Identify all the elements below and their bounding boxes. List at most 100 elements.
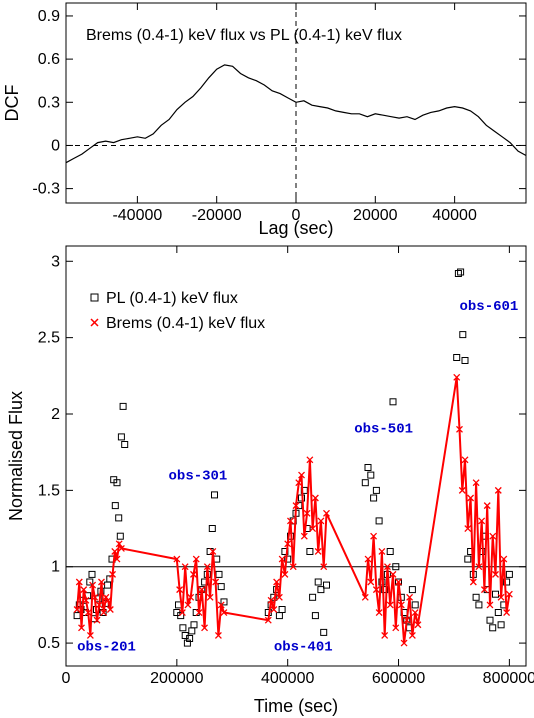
data-point-x <box>306 456 314 464</box>
flux-x-axis-label: Time (sec) <box>254 696 338 716</box>
data-point-square <box>117 433 125 441</box>
data-point-x <box>403 616 411 624</box>
data-point-x <box>273 578 281 586</box>
data-point-x <box>192 555 200 563</box>
data-point-square <box>179 624 187 632</box>
dcf-panel: -40000 -20000 0 20000 40000 -0.3 0 0.3 0.6 0.9 Br… <box>2 2 527 238</box>
data-point-square <box>370 494 378 502</box>
data-point-x <box>386 601 394 609</box>
x-tick-label: 600000 <box>372 670 425 687</box>
data-point-x <box>464 525 472 533</box>
legend-label-brems: Brems (0.4-1) keV flux <box>106 315 265 332</box>
data-point-x <box>370 532 378 540</box>
data-point-square <box>311 612 319 620</box>
y-tick-label: 3 <box>51 253 60 270</box>
data-point-x <box>201 624 209 632</box>
data-point-x <box>217 601 225 609</box>
data-point-square <box>367 471 375 479</box>
data-point-square <box>364 464 372 471</box>
observation-label: obs-401 <box>274 640 333 656</box>
data-point-x <box>206 593 214 601</box>
data-point-square <box>392 563 400 571</box>
data-point-x <box>106 606 114 613</box>
data-point-x <box>195 609 203 617</box>
data-point-x <box>395 578 402 586</box>
data-point-x <box>453 373 461 381</box>
data-point-x <box>100 609 108 617</box>
data-point-square <box>475 601 483 609</box>
data-point-square <box>104 581 112 589</box>
data-point-x <box>181 563 189 571</box>
data-point-x <box>281 570 289 578</box>
data-point-x <box>367 578 375 586</box>
data-point-x <box>392 624 400 632</box>
data-point-x <box>383 563 391 571</box>
legend-marker-pl <box>90 293 99 302</box>
data-point-square <box>361 479 369 487</box>
y-tick-label: 2.5 <box>38 330 60 347</box>
data-point-x <box>364 555 372 563</box>
observation-label: obs-201 <box>77 640 136 656</box>
data-point-square <box>411 601 419 609</box>
legend-label-pl: PL (0.4-1) keV flux <box>106 290 238 307</box>
data-point-x <box>503 609 511 617</box>
data-point-x <box>198 586 206 594</box>
observation-label: obs-601 <box>459 299 518 315</box>
data-point-x <box>475 563 483 571</box>
data-point-square <box>220 598 228 606</box>
data-point-x <box>494 486 502 494</box>
data-point-x <box>212 578 220 586</box>
data-point-square <box>389 398 397 406</box>
data-point-square <box>464 555 472 563</box>
data-point-square <box>88 570 96 578</box>
data-point-square <box>217 583 225 591</box>
data-point-square <box>314 578 322 586</box>
data-point-square <box>323 581 330 589</box>
data-point-x <box>492 570 499 578</box>
dcf-ticks: -40000 -20000 0 20000 40000 -0.3 0 0.3 0.6 0.9 <box>32 3 526 224</box>
data-point-square <box>215 570 223 578</box>
data-point-x <box>505 590 513 598</box>
data-point-square <box>284 555 292 563</box>
x-tick-label: -20000 <box>192 207 242 224</box>
observation-labels: obs-201 obs-301 obs-401 obs-501 obs-601 <box>77 299 518 656</box>
data-point-x <box>80 586 88 594</box>
data-point-x <box>104 596 112 604</box>
data-point-x <box>320 563 328 571</box>
flux-y-axis-label: Normalised Flux <box>6 391 26 521</box>
data-point-x <box>472 479 480 487</box>
data-point-square <box>190 621 198 629</box>
data-point-square <box>375 517 383 525</box>
data-point-square <box>73 612 81 620</box>
x-tick-label: 20000 <box>353 207 398 224</box>
data-point-square <box>381 586 389 594</box>
data-point-square <box>320 628 328 636</box>
legend: PL (0.4-1) keV flux Brems (0.4-1) keV fl… <box>90 290 265 332</box>
x-tick-label: 800000 <box>483 670 534 687</box>
data-point-x <box>178 609 186 617</box>
data-point-square <box>489 624 497 632</box>
series-line-0 <box>65 64 527 164</box>
data-point-x <box>176 586 184 594</box>
data-point-square <box>372 486 380 494</box>
flux-ticks: 0 200000 400000 600000 800000 0.5 1 1.5 2 2.5 3 <box>38 246 534 687</box>
data-point-x <box>91 593 99 601</box>
data-point-square <box>113 479 121 487</box>
observation-label: obs-301 <box>169 469 228 485</box>
data-point-square <box>494 609 502 616</box>
data-point-x <box>458 486 466 494</box>
data-point-square <box>208 525 216 532</box>
data-point-x <box>375 609 383 617</box>
data-point-x <box>397 601 405 609</box>
data-point-square <box>492 590 499 598</box>
data-point-x <box>456 425 463 433</box>
data-point-square <box>503 578 511 586</box>
data-point-x <box>469 578 477 586</box>
data-point-x <box>317 517 325 525</box>
y-tick-label: 1 <box>51 559 60 576</box>
data-point-x <box>483 502 491 510</box>
y-tick-label: 2 <box>51 406 60 423</box>
x-tick-label: 0 <box>292 207 301 224</box>
data-point-x <box>209 547 217 555</box>
